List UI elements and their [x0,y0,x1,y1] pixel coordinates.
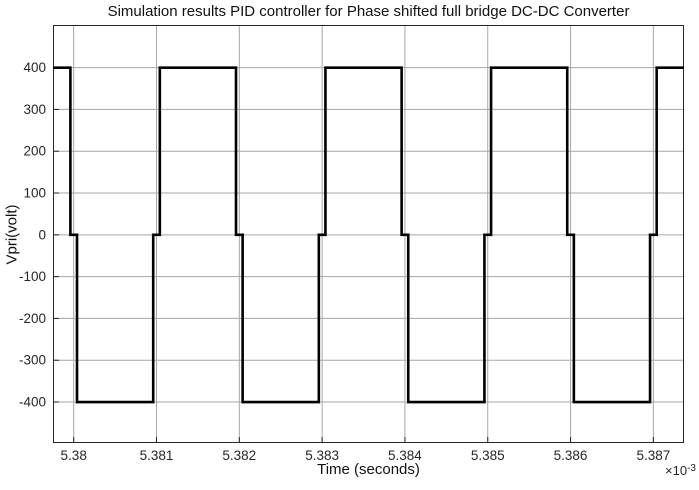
x-axis-label: Time (seconds) [317,461,420,478]
x-tick-label: 5.38 [61,448,87,463]
y-tick-label: 400 [23,60,46,75]
y-tick-label: -200 [19,311,46,326]
axes-box [53,25,684,443]
y-tick-label: -400 [19,395,46,410]
y-tick-label: 200 [23,144,46,159]
y-tick-label: 300 [23,102,46,117]
x-axis-multiplier-base: ×10 [665,463,688,478]
vpri-waveform [53,66,684,404]
x-tick-label: 5.385 [471,448,505,463]
x-tick-label: 5.383 [305,448,339,463]
y-tick-label: -300 [19,353,46,368]
y-tick-label: 100 [23,186,46,201]
x-axis-multiplier: ×10-3 [665,463,696,478]
chart-title: Simulation results PID controller for Ph… [107,3,630,20]
x-tick-label: 5.381 [140,448,174,463]
y-axis-label: Vpri(volt) [3,204,21,265]
y-tick-label: 0 [38,227,46,242]
x-axis-multiplier-exponent: -3 [687,463,696,474]
x-tick-label: 5.382 [222,448,256,463]
y-tick-label: -100 [19,269,46,284]
x-tick-label: 5.384 [388,448,422,463]
x-tick-label: 5.387 [636,448,670,463]
x-tick-label: 5.386 [554,448,588,463]
